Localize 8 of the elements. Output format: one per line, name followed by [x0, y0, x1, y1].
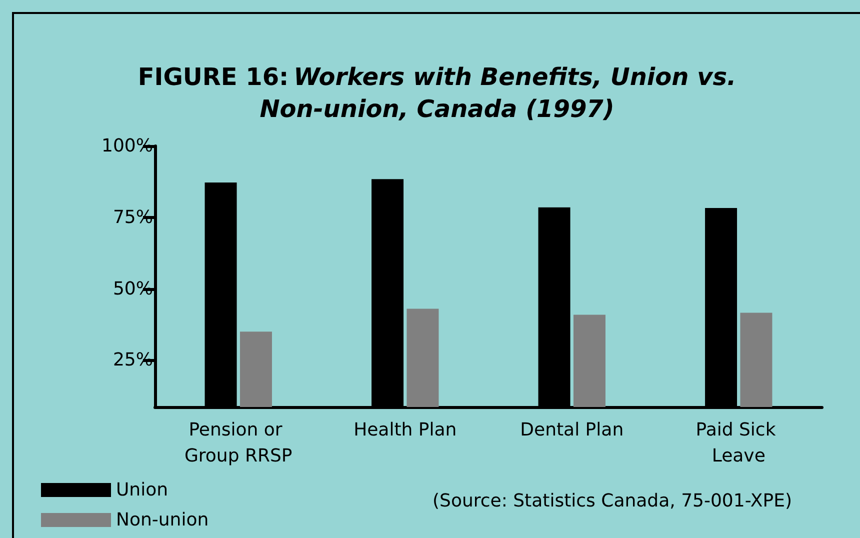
- x-tick-label: Dental Plan: [520, 420, 624, 440]
- legend-label: Union: [116, 480, 168, 500]
- chart-title: FIGURE 16: Workers with Benefits, Union vs. Non-union, Canada (1997): [138, 63, 736, 123]
- x-tick-label: Paid Sick Leave: [696, 420, 782, 466]
- legend-label: Non-union: [116, 510, 209, 530]
- x-tick-label: Pension or Group RRSP: [184, 420, 292, 466]
- x-tick-label: Health Plan: [354, 420, 457, 440]
- text: (Source: Statistics Canada, 75-001-XPE): [432, 490, 792, 512]
